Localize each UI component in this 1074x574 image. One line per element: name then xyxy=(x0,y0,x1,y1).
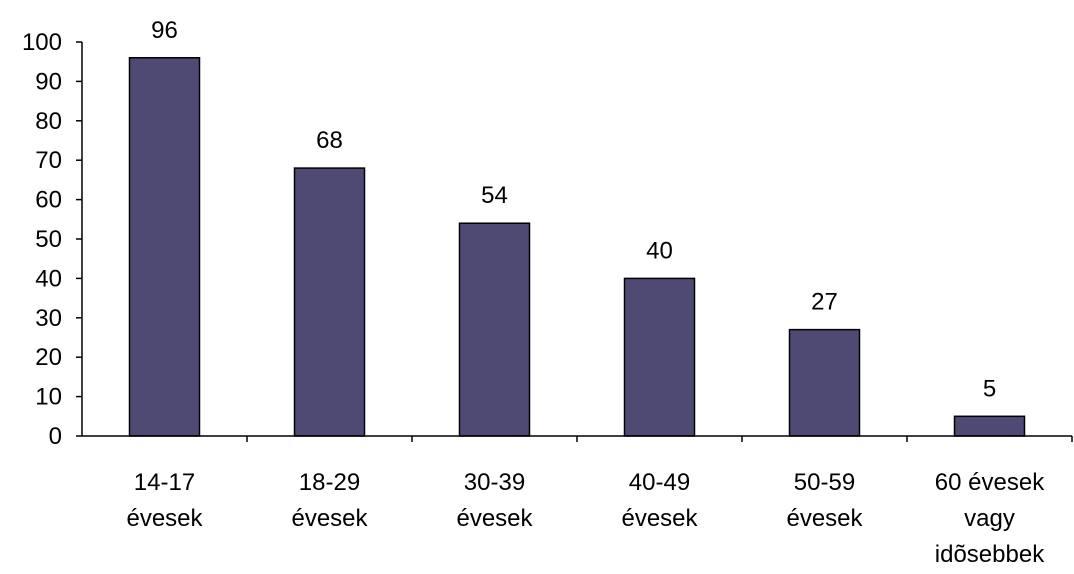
category-label: évesek xyxy=(786,505,863,532)
data-label: 5 xyxy=(983,375,996,402)
y-tick-label: 20 xyxy=(35,344,62,371)
bar xyxy=(293,167,366,437)
category-label: évesek xyxy=(456,505,533,532)
y-axis-ticks: 0 10 20 30 40 50 60 70 80 90 100 xyxy=(22,29,82,450)
y-tick-label: 50 xyxy=(35,226,62,253)
category-label: 40-49 xyxy=(629,469,690,496)
category-label: évesek xyxy=(126,505,203,532)
bar xyxy=(953,415,1026,437)
y-tick-label: 80 xyxy=(35,108,62,135)
category-label: 18-29 xyxy=(299,469,360,496)
category-label: idõsebbek xyxy=(935,541,1045,568)
bar xyxy=(128,57,201,437)
category-label: 60 évesek xyxy=(935,469,1045,496)
bars xyxy=(128,57,1026,437)
y-tick-label: 90 xyxy=(35,68,62,95)
y-tick-label: 60 xyxy=(35,187,62,214)
data-label: 40 xyxy=(646,237,673,264)
y-tick-label: 10 xyxy=(35,384,62,411)
category-label: évesek xyxy=(291,505,368,532)
x-axis-ticks xyxy=(246,436,1073,442)
y-tick-label: 100 xyxy=(22,29,62,56)
data-labels: 96 68 54 40 27 5 xyxy=(151,17,996,403)
y-tick-label: 40 xyxy=(35,265,62,292)
bar xyxy=(458,222,531,437)
y-tick-label: 0 xyxy=(49,423,62,450)
category-labels: 14-17 évesek 18-29 évesek 30-39 évesek 40-49 év… xyxy=(126,469,1045,568)
y-tick-label: 70 xyxy=(35,147,62,174)
data-label: 96 xyxy=(151,17,178,44)
data-label: 27 xyxy=(811,289,838,316)
category-label: vagy xyxy=(964,505,1015,532)
category-label: 30-39 xyxy=(464,469,525,496)
bar xyxy=(788,328,861,437)
data-label: 68 xyxy=(316,127,343,154)
data-label: 54 xyxy=(481,182,508,209)
category-label: 50-59 xyxy=(794,469,855,496)
category-label: évesek xyxy=(621,505,698,532)
bar xyxy=(623,277,696,437)
y-tick-label: 30 xyxy=(35,305,62,332)
category-label: 14-17 xyxy=(134,469,195,496)
